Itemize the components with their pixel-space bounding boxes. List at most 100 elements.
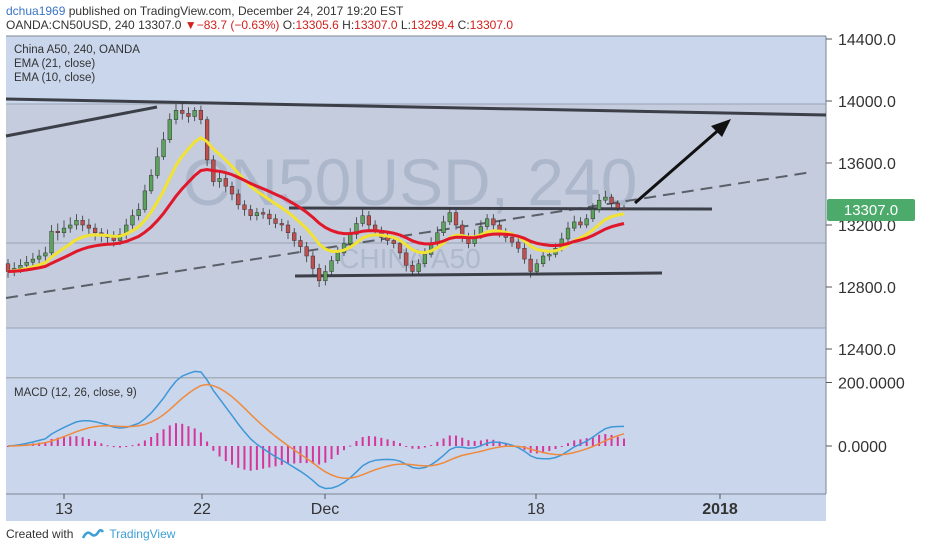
candle-body: [236, 193, 241, 206]
price-axis[interactable]: 14400.0 14000.0 13600.0 13200.0 12800.0 12400…: [826, 32, 896, 359]
short-trendline: [5, 105, 158, 138]
time-axis-bg: [6, 494, 826, 521]
histogram-bar: [119, 446, 121, 448]
last-price: 13307.0: [138, 18, 182, 32]
histogram-bar: [81, 437, 84, 446]
histogram-bar: [206, 441, 209, 446]
candle-body: [484, 218, 490, 227]
histogram-bar: [430, 445, 433, 447]
footer-brand[interactable]: TradingView: [109, 527, 176, 541]
histogram-bar: [255, 446, 258, 470]
candle-body: [348, 234, 353, 244]
open-label: O:: [282, 18, 296, 32]
histogram-bar: [455, 435, 457, 446]
histogram-bar: [343, 446, 345, 451]
candle-body: [267, 213, 272, 220]
candle-body: [192, 110, 197, 117]
candle-body: [155, 156, 160, 176]
histogram-bar: [467, 440, 470, 446]
candle-body: [534, 263, 540, 272]
candle-body: [615, 203, 620, 209]
histogram-bar: [504, 443, 507, 446]
histogram-bar: [542, 446, 545, 453]
candle-body: [74, 220, 79, 226]
time-axis[interactable]: 13 22 Dec 18 2018: [55, 494, 738, 518]
candle-body: [528, 258, 533, 272]
candle-body: [223, 178, 228, 187]
candle-body: [186, 113, 191, 117]
macd-tick-label: 0.0000: [838, 439, 887, 456]
publish-info: dchua1969 published on TradingView.com, …: [6, 4, 403, 18]
footer-created: Created with: [6, 527, 74, 541]
author-link[interactable]: dchua1969: [6, 4, 66, 18]
candle-body: [603, 196, 608, 201]
candle-body: [86, 224, 92, 229]
candle-body: [491, 218, 496, 226]
open-value: 13305.6: [295, 18, 339, 32]
watermark-symbol: CN50USD, 240: [183, 145, 638, 219]
legend-main: China A50, 240, OANDA: [14, 44, 140, 56]
histogram-bar: [94, 441, 97, 446]
candle-body: [416, 263, 421, 272]
candle-body: [584, 218, 589, 226]
candle-body: [447, 212, 452, 223]
histogram-bar: [399, 443, 401, 446]
histogram-bar: [355, 440, 358, 446]
candle-body: [217, 178, 222, 182]
candle-body: [80, 220, 85, 226]
histogram-bar: [498, 441, 501, 446]
candle-body: [142, 190, 148, 210]
histogram-bar: [44, 442, 47, 446]
candle-body: [173, 110, 179, 120]
legend-macd: MACD (12, 26, close, 9): [14, 387, 137, 399]
resistance-trendline: [5, 97, 827, 117]
ohlc-info: OANDA:CN50USD, 240 13307.0 ▼−83.7 (−0.63…: [6, 18, 513, 32]
candle-body: [354, 223, 359, 235]
histogram-bar: [237, 446, 240, 468]
candle-body: [335, 252, 340, 261]
histogram-bar: [100, 443, 103, 446]
histogram-bar: [193, 428, 196, 446]
histogram-bar: [560, 446, 563, 447]
histogram-bar: [106, 445, 109, 447]
histogram-bar: [330, 446, 333, 460]
price-tick-label: 12400.0: [838, 342, 896, 359]
candle-body: [61, 227, 67, 234]
high-label: H:: [342, 18, 355, 32]
close-value: 13307.0: [469, 18, 514, 32]
candle-body: [43, 252, 48, 257]
histogram-bar: [461, 437, 464, 446]
price-tick-label: 13200.0: [838, 218, 896, 235]
current-price-label: 13307.0: [844, 202, 898, 219]
candle-body: [397, 243, 403, 254]
footer: Created with TradingView: [6, 527, 175, 541]
histogram-bar: [181, 423, 184, 446]
histogram-bar: [361, 437, 364, 446]
macd-pane[interactable]: [6, 379, 826, 494]
histogram-bar: [262, 446, 265, 469]
ema21-line: [7, 167, 625, 273]
down-arrow-icon: ▼: [184, 18, 197, 32]
arrow-head-icon: [711, 119, 731, 137]
histogram-bar: [579, 439, 582, 446]
histogram-bar: [187, 426, 190, 446]
histogram-bar: [448, 435, 451, 446]
candle-body: [273, 218, 278, 224]
price-tick-label: 13600.0: [838, 156, 896, 173]
histogram-bar: [231, 446, 233, 465]
candle-body: [366, 215, 372, 226]
price-change: −83.7 (−0.63%): [196, 18, 280, 32]
histogram-bar: [7, 446, 9, 447]
price-tick-label: 14000.0: [838, 94, 896, 111]
histogram-bar: [591, 436, 594, 446]
histogram-bar: [392, 440, 395, 446]
histogram-bar: [442, 438, 445, 446]
histogram-bar: [218, 446, 221, 457]
symbol-interval: OANDA:CN50USD, 240: [6, 18, 135, 32]
candle-body: [148, 175, 154, 192]
macd-axis[interactable]: 200.0000 0.0000: [826, 376, 905, 457]
candle-body: [329, 260, 334, 272]
histogram-bar: [349, 445, 352, 447]
candle-body: [18, 265, 23, 269]
